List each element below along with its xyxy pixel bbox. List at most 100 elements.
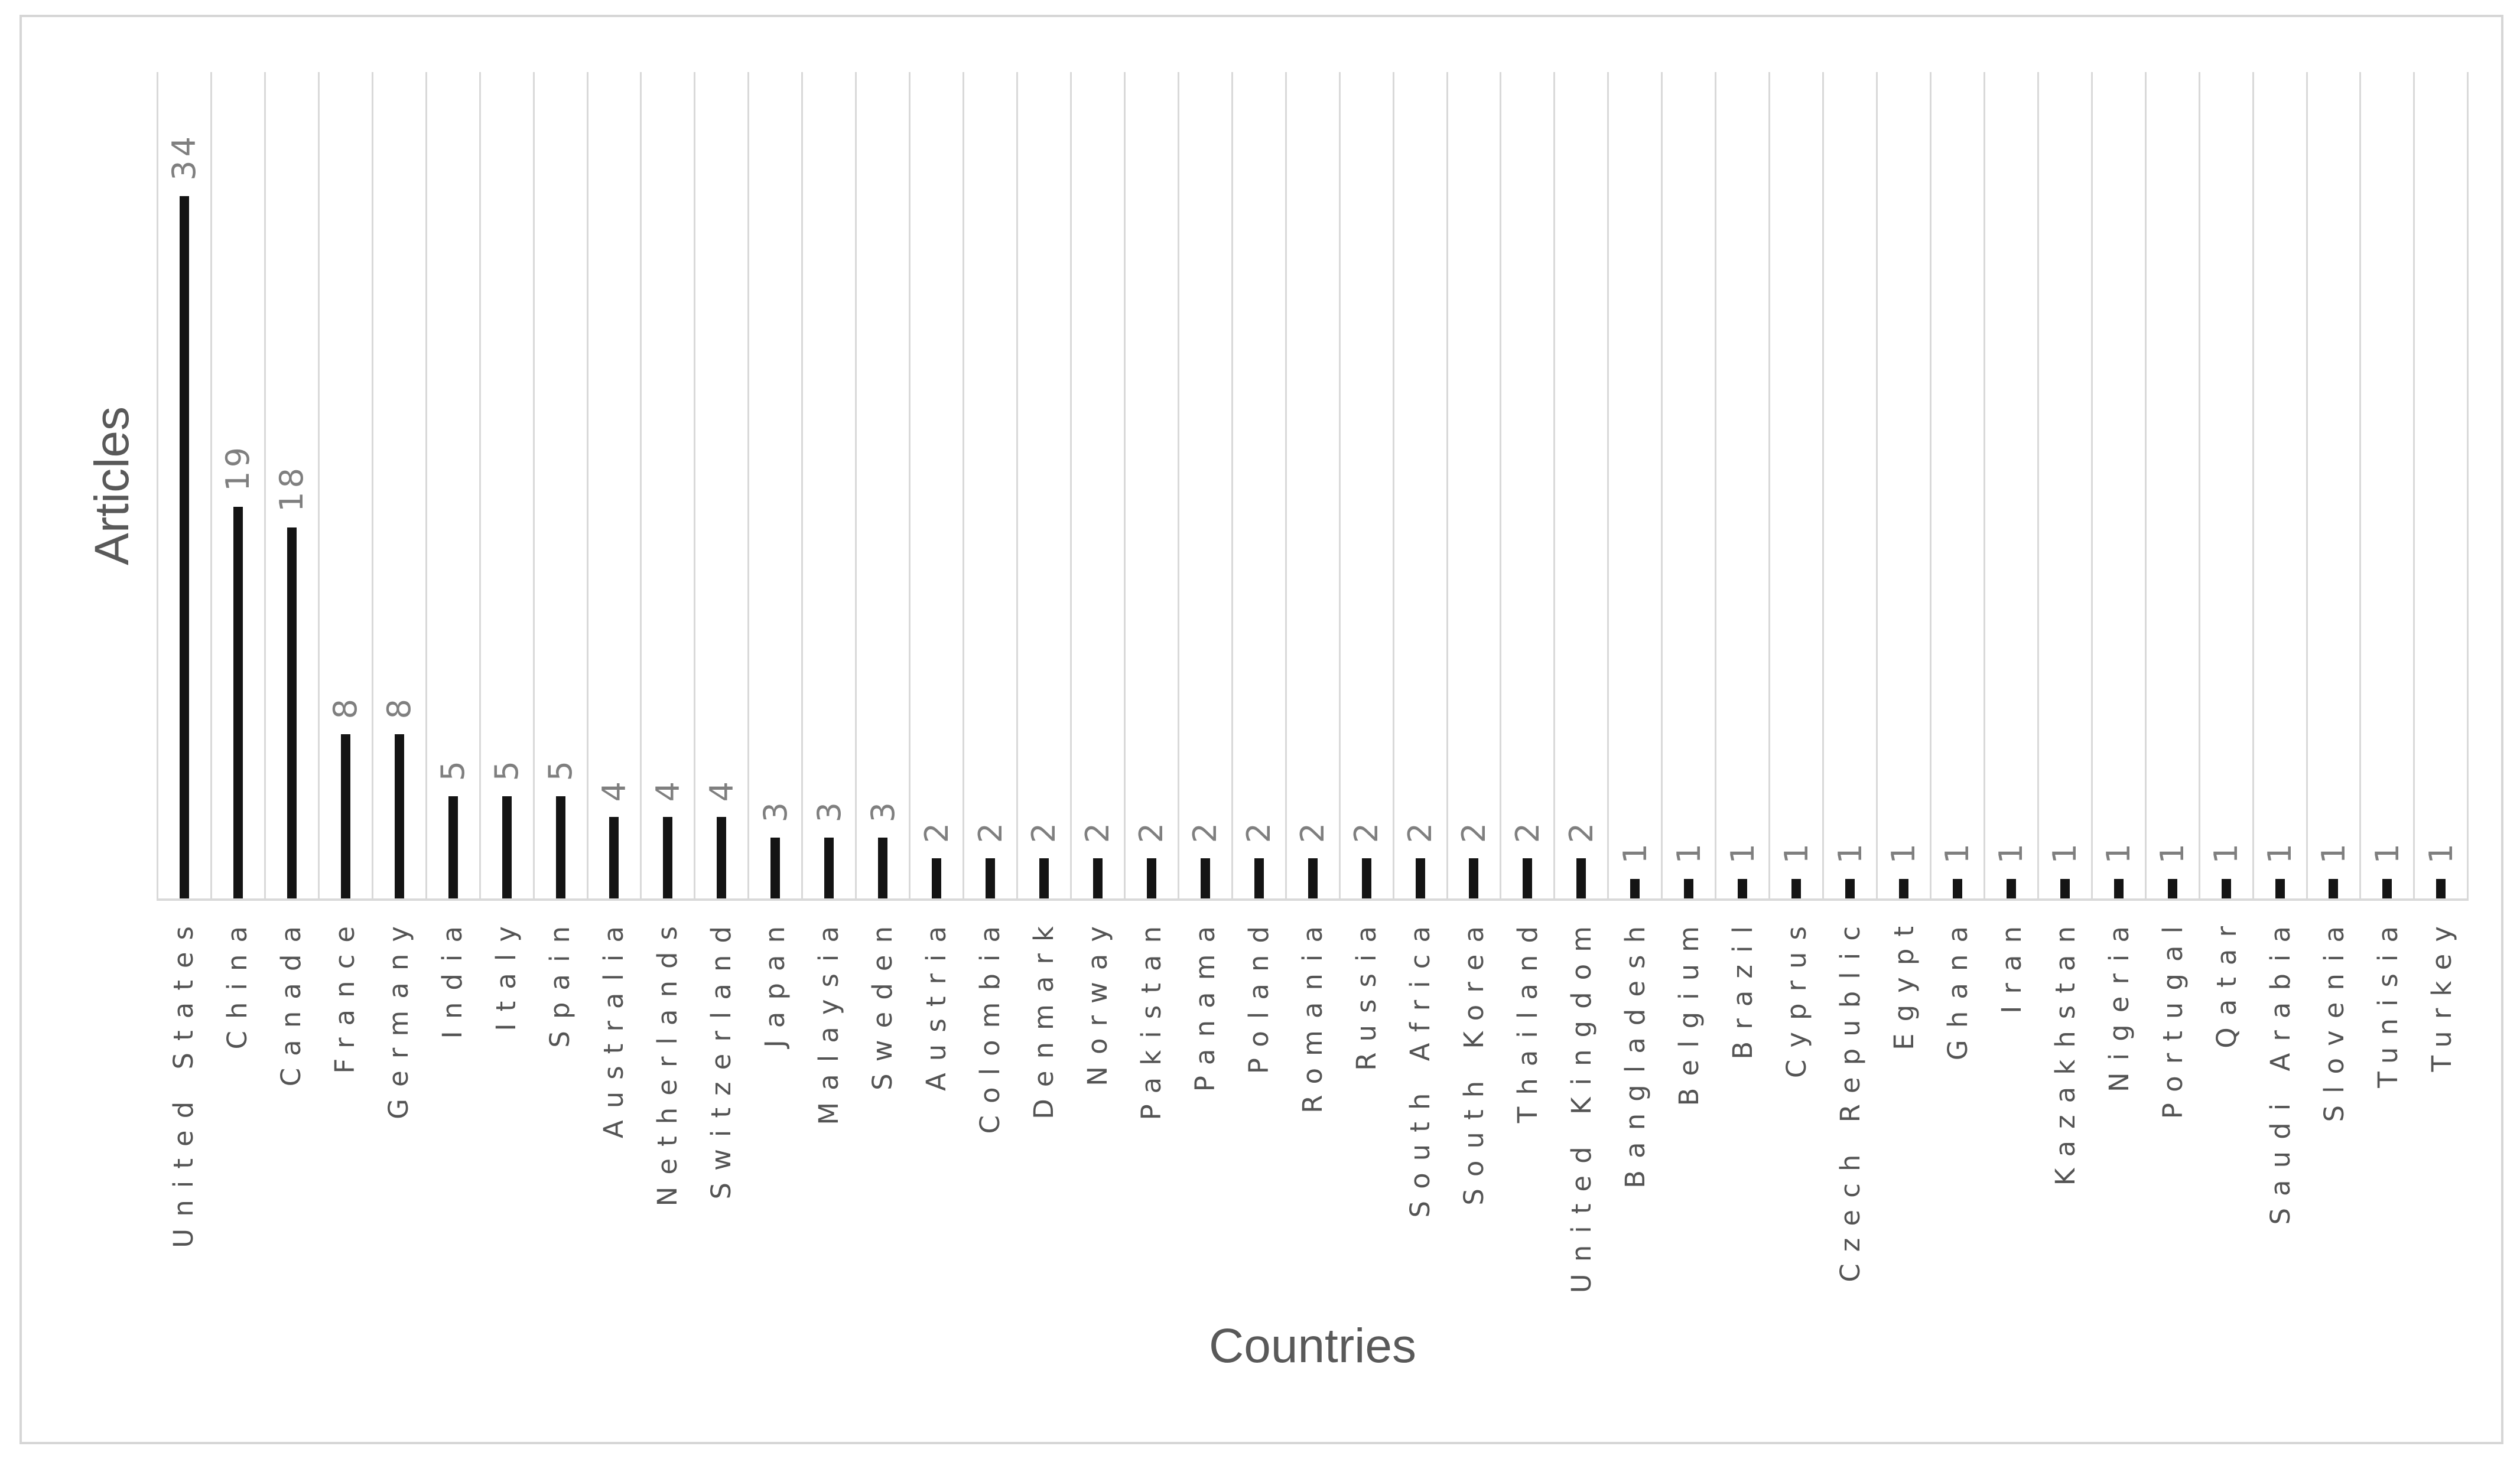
x-tick-cell: Germany bbox=[372, 914, 425, 1328]
x-tick-cell: South Africa bbox=[1393, 914, 1447, 1328]
x-tick-cell: Cyprus bbox=[1770, 914, 1823, 1328]
bar bbox=[1630, 879, 1640, 900]
bar bbox=[1684, 879, 1694, 900]
plot-column: 1 bbox=[2413, 72, 2467, 900]
x-tick-label: Ghana bbox=[1942, 914, 1973, 1061]
x-tick-label: Denmark bbox=[1028, 914, 1059, 1119]
x-tick-cell: Saudi Arabia bbox=[2254, 914, 2307, 1328]
x-tick-cell: Egypt bbox=[1877, 914, 1931, 1328]
x-tick-label: Spain bbox=[544, 914, 575, 1048]
plot-column: 1 bbox=[1661, 72, 1715, 900]
x-tick-cell: Russia bbox=[1339, 914, 1393, 1328]
bar bbox=[663, 817, 673, 900]
bar bbox=[2382, 879, 2392, 900]
bar bbox=[1361, 858, 1371, 900]
x-tick-label: Saudi Arabia bbox=[2265, 914, 2296, 1225]
bar bbox=[555, 796, 565, 900]
x-tick-label: Norway bbox=[1082, 914, 1113, 1086]
bar bbox=[179, 196, 189, 900]
bar bbox=[1200, 858, 1210, 900]
bar bbox=[2006, 879, 2016, 900]
x-tick-label: France bbox=[329, 914, 360, 1074]
plot-column: 1 bbox=[1715, 72, 1768, 900]
x-tick-label: Turkey bbox=[2426, 914, 2457, 1072]
plot-column: 8 bbox=[317, 72, 372, 900]
x-tick-cell: Italy bbox=[479, 914, 533, 1328]
plot-column: 1 bbox=[1768, 72, 1822, 900]
bar-value-label: 1 bbox=[2368, 839, 2406, 864]
x-tick-cell: Portugal bbox=[2146, 914, 2200, 1328]
bar bbox=[1523, 858, 1533, 900]
x-axis-labels: United States China Canada France Germany Ind… bbox=[157, 914, 2469, 1328]
bar bbox=[1039, 858, 1049, 900]
x-tick-label: United Kingdom bbox=[1566, 914, 1597, 1294]
bar-value-label: 2 bbox=[1562, 819, 1600, 843]
x-tick-label: Czech Republic bbox=[1835, 914, 1866, 1282]
plot-column: 8 bbox=[371, 72, 425, 900]
bar bbox=[1738, 879, 1748, 900]
x-tick-label: Netherlands bbox=[652, 914, 683, 1207]
x-tick-cell: Thailand bbox=[1501, 914, 1555, 1328]
x-tick-label: Sweden bbox=[867, 914, 898, 1090]
plot-column: 4 bbox=[694, 72, 747, 900]
x-tick-cell: Brazil bbox=[1716, 914, 1770, 1328]
plot-column: 2 bbox=[1069, 72, 1124, 900]
bar bbox=[770, 838, 781, 900]
bar bbox=[340, 734, 350, 900]
plot-column: 2 bbox=[1392, 72, 1446, 900]
bar bbox=[287, 527, 297, 900]
bar bbox=[448, 796, 458, 900]
bar-value-label: 2 bbox=[1133, 819, 1170, 843]
x-tick-label: Austria bbox=[921, 914, 952, 1091]
plot-column: 2 bbox=[1177, 72, 1231, 900]
bar-value-label: 1 bbox=[1670, 839, 1708, 864]
x-tick-cell: Kazakhstan bbox=[2038, 914, 2092, 1328]
x-tick-cell: Switzerland bbox=[694, 914, 748, 1328]
x-tick-label: Nigeria bbox=[2103, 914, 2135, 1092]
x-tick-label: Japan bbox=[759, 914, 791, 1048]
x-tick-label: Iran bbox=[1996, 914, 2027, 1014]
bar-value-label: 2 bbox=[1508, 819, 1546, 843]
plot-column: 1 bbox=[2144, 72, 2199, 900]
x-tick-label: Italy bbox=[490, 914, 522, 1031]
plot-column: 2 bbox=[1231, 72, 1285, 900]
x-tick-label: India bbox=[437, 914, 468, 1039]
x-tick-label: Egypt bbox=[1888, 914, 1920, 1050]
plot-column: 5 bbox=[479, 72, 533, 900]
bar bbox=[1898, 879, 1908, 900]
bar-value-label: 1 bbox=[1831, 839, 1869, 864]
bar-value-label: 1 bbox=[1885, 839, 1923, 864]
plot-column: 18 bbox=[264, 72, 318, 900]
bar-value-label: 3 bbox=[756, 798, 794, 822]
plot-column: 2 bbox=[1338, 72, 1393, 900]
x-tick-label: Panama bbox=[1189, 914, 1221, 1092]
bar bbox=[1254, 858, 1264, 900]
x-tick-label: Romania bbox=[1297, 914, 1328, 1113]
bar bbox=[2113, 879, 2124, 900]
plot-column: 1 bbox=[2198, 72, 2252, 900]
bar bbox=[1469, 858, 1479, 900]
bar bbox=[986, 858, 996, 900]
bar-value-label: 2 bbox=[1025, 819, 1063, 843]
x-tick-cell: Japan bbox=[748, 914, 802, 1328]
x-tick-label: China bbox=[222, 914, 253, 1050]
x-tick-cell: Qatar bbox=[2200, 914, 2254, 1328]
plot-column: 19 bbox=[210, 72, 264, 900]
bar bbox=[1308, 858, 1318, 900]
x-tick-cell: United States bbox=[157, 914, 210, 1328]
bar-value-label: 1 bbox=[1992, 839, 2030, 864]
bar-value-label: 19 bbox=[219, 444, 257, 491]
bar-value-label: 1 bbox=[2314, 839, 2352, 864]
plot-column: 1 bbox=[1983, 72, 2037, 900]
bar bbox=[2221, 879, 2231, 900]
bar-value-label: 1 bbox=[1616, 839, 1654, 864]
x-tick-label: Portugal bbox=[2157, 914, 2189, 1119]
x-tick-label: Kazakhstan bbox=[2050, 914, 2081, 1186]
x-tick-cell: Czech Republic bbox=[1823, 914, 1877, 1328]
plot-column: 2 bbox=[1500, 72, 1553, 900]
x-tick-label: Bangladesh bbox=[1620, 914, 1651, 1188]
bar-value-label: 2 bbox=[1240, 819, 1278, 843]
bar-value-label: 1 bbox=[2046, 839, 2084, 864]
x-tick-cell: Austria bbox=[909, 914, 963, 1328]
bar bbox=[717, 817, 727, 900]
